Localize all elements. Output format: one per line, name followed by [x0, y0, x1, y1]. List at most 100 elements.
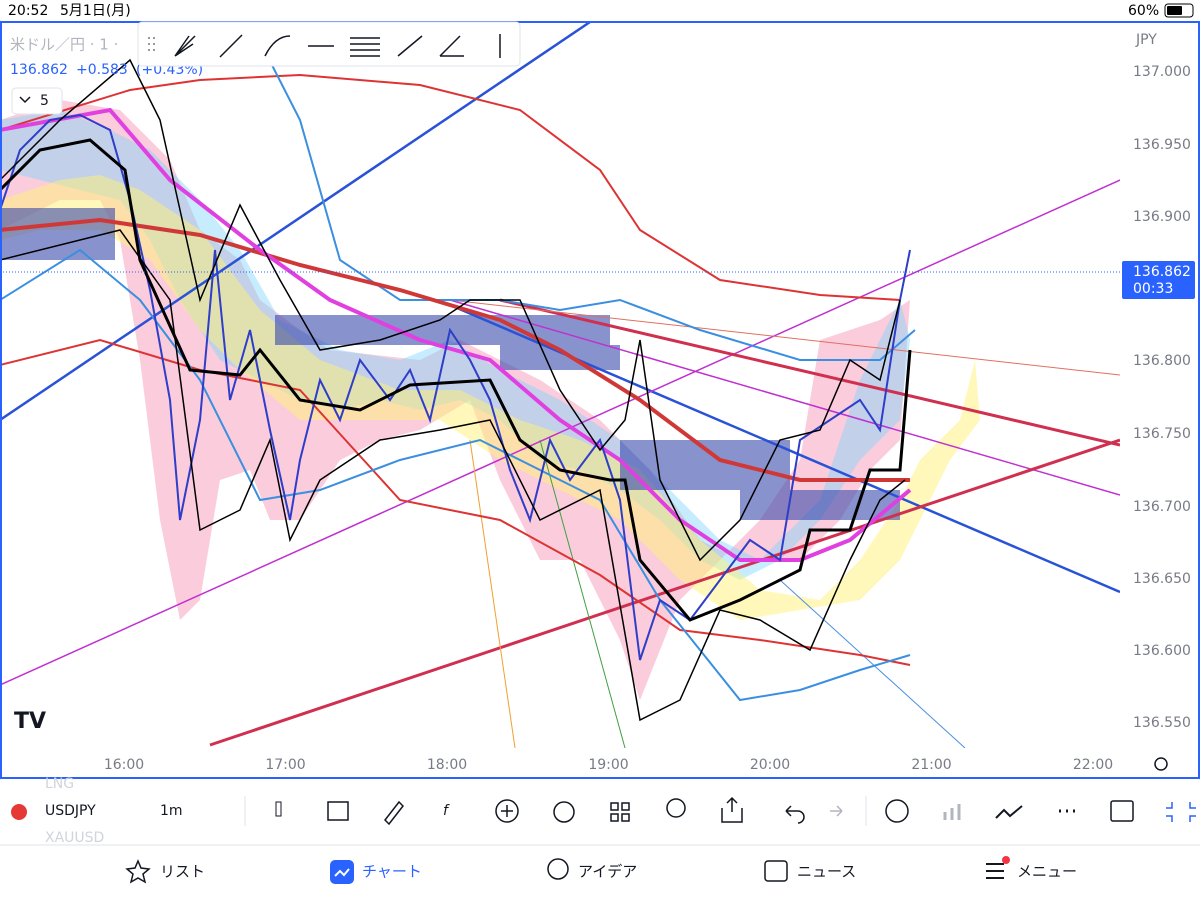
- icon-replay[interactable]: [327, 801, 349, 821]
- time-tick-label: 17:00: [265, 757, 305, 773]
- price-tick-label: 136.700: [1133, 499, 1191, 515]
- price-tick-label: 136.750: [1133, 426, 1191, 442]
- indicator-count: 5: [40, 93, 49, 109]
- tab-icon-ideas: [547, 858, 569, 880]
- baseline: [2, 138, 912, 622]
- band-blue: [249, 23, 916, 361]
- tool-line[interactable]: [219, 34, 243, 58]
- trend-line: [449, 299, 1120, 496]
- bottom-toolbar: LNG XAUUSD USDJPY 1m f: [0, 776, 1200, 846]
- icon-fullscreen[interactable]: [1166, 802, 1196, 822]
- price-tick-label: 136.950: [1133, 137, 1191, 153]
- price-tick-label: 136.900: [1133, 209, 1191, 225]
- prev-symbol: LNG: [45, 776, 74, 792]
- icon-bars[interactable]: [943, 804, 961, 820]
- icon-split[interactable]: [1110, 800, 1134, 822]
- tool-ray[interactable]: [397, 35, 423, 57]
- trend-line: [449, 299, 1120, 376]
- tool-brush[interactable]: [264, 35, 291, 57]
- notification-dot: [1002, 856, 1010, 864]
- time-axis: 16:00 17:00 18:00 19:00 20:00 21:00 22:00: [104, 757, 1113, 773]
- icon-add-plus: [501, 805, 513, 817]
- tab-icon-news: [764, 860, 788, 882]
- status-time: 20:52: [8, 3, 48, 19]
- icon-redo[interactable]: [830, 805, 843, 817]
- icon-share[interactable]: [721, 796, 743, 823]
- price-axis: 137.000 136.950 136.900 136.800 136.750 136.7…: [1133, 64, 1191, 731]
- icon-ideas[interactable]: [666, 798, 686, 818]
- tab-label[interactable]: ニュース: [797, 863, 856, 881]
- trend-line: [539, 439, 626, 748]
- band-upper: [2, 73, 901, 301]
- trend-line: [499, 298, 1120, 447]
- last-price-badge: [1122, 261, 1195, 299]
- icon-add[interactable]: [495, 799, 519, 823]
- price-tick-label: 136.800: [1133, 353, 1191, 369]
- tab-icon-list: [125, 859, 151, 884]
- chart-area: TV 米ドル／円 · 1 · 136.862 +0.583 (+0.43%) 5…: [0, 21, 1200, 779]
- status-battery: 60%: [1128, 3, 1159, 19]
- tab-label[interactable]: アイデア: [578, 863, 637, 881]
- price-tick-label: 136.600: [1133, 643, 1191, 659]
- battery-level: [1167, 6, 1182, 15]
- kumo-block: [275, 315, 610, 345]
- flag-icon: [11, 804, 27, 820]
- trend-line: [2, 179, 1120, 685]
- time-tick-label: 20:00: [750, 757, 790, 773]
- tool-parallel[interactable]: [350, 37, 380, 57]
- indicator-toggle[interactable]: [11, 87, 63, 115]
- tab-label[interactable]: メニュー: [1017, 863, 1077, 881]
- icon-layouts[interactable]: [610, 802, 630, 822]
- time-tick-label: 18:00: [427, 757, 467, 773]
- settings-icon[interactable]: [1154, 757, 1168, 771]
- price-tick-label: 137.000: [1133, 64, 1191, 80]
- trend-line: [779, 579, 966, 748]
- symbol[interactable]: USDJPY: [45, 803, 96, 819]
- icon-candles[interactable]: [275, 801, 282, 817]
- price-tick-label: 136.550: [1133, 715, 1191, 731]
- toolbar-panel: [137, 21, 521, 67]
- battery-icon: [1164, 3, 1194, 18]
- next-symbol: XAUUSD: [45, 830, 104, 846]
- drawing-toolbar: [137, 21, 521, 67]
- time-tick-label: 22:00: [1073, 757, 1113, 773]
- countdown: 00:33: [1133, 281, 1173, 297]
- time-tick-label: 19:00: [588, 757, 628, 773]
- trend-line: [2, 23, 591, 421]
- header-change: +0.583: [76, 62, 128, 78]
- tool-fib[interactable]: [174, 35, 196, 57]
- time-tick-label: 21:00: [911, 757, 951, 773]
- tab-icon-chart-line: [334, 868, 350, 877]
- price-path: [2, 113, 911, 661]
- currency-label: JPY: [1135, 32, 1157, 48]
- chevron: [19, 96, 31, 104]
- moving-average: [2, 107, 912, 562]
- header-price: 136.862: [10, 62, 68, 78]
- tab-bar: リスト チャート アイデア ニュース メニュー: [125, 856, 1077, 884]
- chart-border: [0, 21, 1200, 779]
- status-date: 5月1日(月): [60, 3, 131, 19]
- icon-info[interactable]: [885, 799, 909, 823]
- symbol-title: 米ドル／円 · 1 ·: [10, 36, 118, 54]
- interval[interactable]: 1m: [160, 803, 183, 819]
- trend-line: [469, 439, 516, 748]
- last-price: 136.862: [1133, 264, 1191, 280]
- kumo-block: [740, 490, 900, 520]
- icon-draw[interactable]: [384, 800, 404, 826]
- icon-fx[interactable]: f: [443, 803, 450, 819]
- icon-alert[interactable]: [553, 801, 575, 823]
- trend-line: [209, 438, 1120, 747]
- tab-label[interactable]: チャート: [362, 863, 422, 881]
- logo: TV: [14, 709, 46, 734]
- tab-label[interactable]: リスト: [160, 863, 205, 881]
- tool-angle[interactable]: [439, 35, 464, 57]
- icon-compare[interactable]: [995, 805, 1023, 819]
- plot: [2, 23, 1120, 748]
- tab-icon-menu: [986, 863, 1004, 879]
- time-tick-label: 16:00: [104, 757, 144, 773]
- icon-undo[interactable]: [785, 805, 805, 824]
- moving-average: [2, 217, 910, 482]
- drag-handle[interactable]: [148, 37, 155, 51]
- kumo-block: [2, 208, 115, 260]
